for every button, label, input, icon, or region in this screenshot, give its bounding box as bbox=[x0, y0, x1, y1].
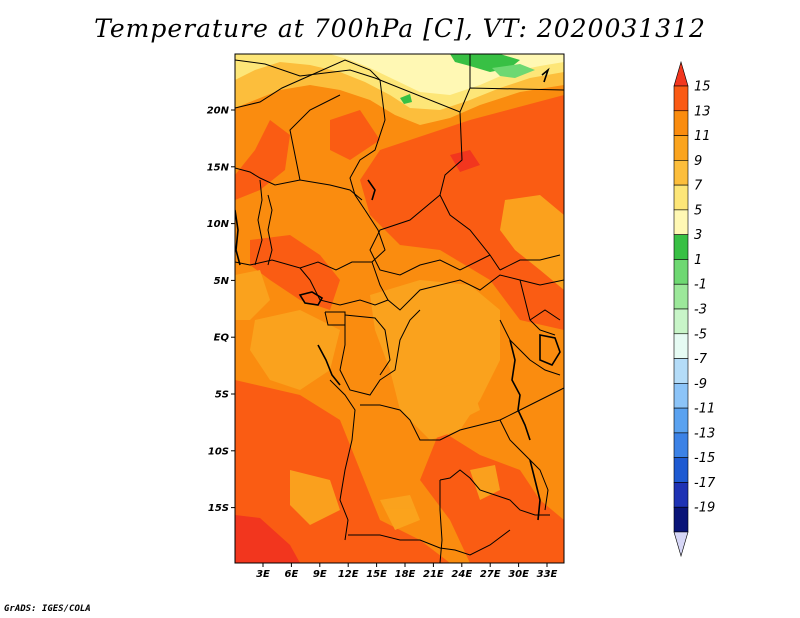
colorbar-segment bbox=[673, 506, 689, 533]
colorbar-segment bbox=[673, 259, 689, 285]
lat-label: 15S bbox=[208, 503, 229, 514]
lat-label: 10N bbox=[207, 219, 230, 230]
colorbar-label: -13 bbox=[694, 426, 715, 441]
lat-label: 5S bbox=[215, 390, 229, 401]
grads-credit: GrADS: IGES/COLA bbox=[4, 604, 91, 614]
colorbar-label: -7 bbox=[694, 352, 708, 367]
colorbar-label: 9 bbox=[694, 154, 702, 169]
colorbar-label: 1 bbox=[694, 253, 702, 268]
coastlines bbox=[235, 67, 561, 521]
lon-label: 6E bbox=[285, 569, 299, 580]
colorbar-segment bbox=[673, 432, 689, 458]
colorbar-segment bbox=[673, 308, 689, 335]
colorbar-segment bbox=[673, 457, 689, 483]
map-title: Temperature at 700hPa [C], VT: 202003131… bbox=[94, 14, 706, 43]
colorbar-segment bbox=[673, 383, 689, 409]
colorbar-segment bbox=[673, 85, 689, 112]
colorbar-label: 13 bbox=[694, 104, 711, 119]
lon-label: 33E bbox=[537, 569, 558, 580]
lon-label: 27E bbox=[480, 569, 501, 580]
colorbar-segment bbox=[673, 234, 689, 260]
latitude-axis: 20N 15N 10N 5N EQ 5S 10S 15S bbox=[207, 106, 235, 514]
colorbar-top-arrow bbox=[673, 60, 689, 87]
colorbar-segment bbox=[673, 160, 689, 186]
colorbar-segment bbox=[673, 209, 689, 235]
colorbar-label: -19 bbox=[694, 501, 715, 516]
colorbar-segment bbox=[673, 407, 689, 434]
lon-label: 24E bbox=[451, 569, 472, 580]
colorbar-label: -11 bbox=[694, 402, 715, 417]
colorbar-label: 11 bbox=[694, 129, 711, 144]
colorbar-label: -9 bbox=[694, 377, 707, 392]
lon-label: 18E bbox=[395, 569, 416, 580]
colorbar-segment bbox=[673, 135, 689, 161]
colorbar: 15 13 11 9 7 5 3 1 -1 -3 -5 -7 -9 -11 -13 -15 -17 -19 bbox=[673, 60, 716, 558]
temperature-field bbox=[235, 54, 564, 563]
colorbar-segment bbox=[673, 184, 689, 211]
lon-label: 15E bbox=[366, 569, 387, 580]
colorbar-segment bbox=[673, 110, 689, 136]
colorbar-label: -15 bbox=[694, 451, 715, 466]
lon-label: 30E bbox=[508, 569, 529, 580]
lon-label: 3E bbox=[256, 569, 270, 580]
map-frame bbox=[234, 53, 565, 564]
longitude-axis: 3E 6E 9E 12E 15E 18E 21E 24E 27E 30E 33E bbox=[256, 563, 558, 580]
colorbar-label: 5 bbox=[694, 203, 702, 218]
colorbar-label: 15 bbox=[694, 80, 711, 95]
lon-label: 9E bbox=[313, 569, 327, 580]
lon-label: 21E bbox=[423, 569, 444, 580]
colorbar-label: -17 bbox=[694, 476, 716, 491]
lat-label: 5N bbox=[214, 276, 230, 287]
colorbar-label: 7 bbox=[694, 179, 703, 194]
colorbar-segment bbox=[673, 358, 689, 384]
lon-label: 12E bbox=[338, 569, 359, 580]
colorbar-bottom-arrow bbox=[673, 531, 689, 558]
lat-label: 10S bbox=[208, 446, 229, 457]
lat-label: 15N bbox=[207, 162, 230, 173]
colorbar-segment bbox=[673, 482, 689, 508]
colorbar-label: -3 bbox=[694, 303, 707, 318]
colorbar-label: -5 bbox=[694, 327, 707, 342]
lat-label: EQ bbox=[214, 333, 230, 344]
colorbar-segment bbox=[673, 283, 689, 310]
colorbar-label: 3 bbox=[694, 228, 702, 243]
country-borders bbox=[235, 54, 564, 563]
colorbar-label: -1 bbox=[694, 278, 707, 293]
colorbar-segment bbox=[673, 333, 689, 359]
lat-label: 20N bbox=[207, 106, 230, 117]
